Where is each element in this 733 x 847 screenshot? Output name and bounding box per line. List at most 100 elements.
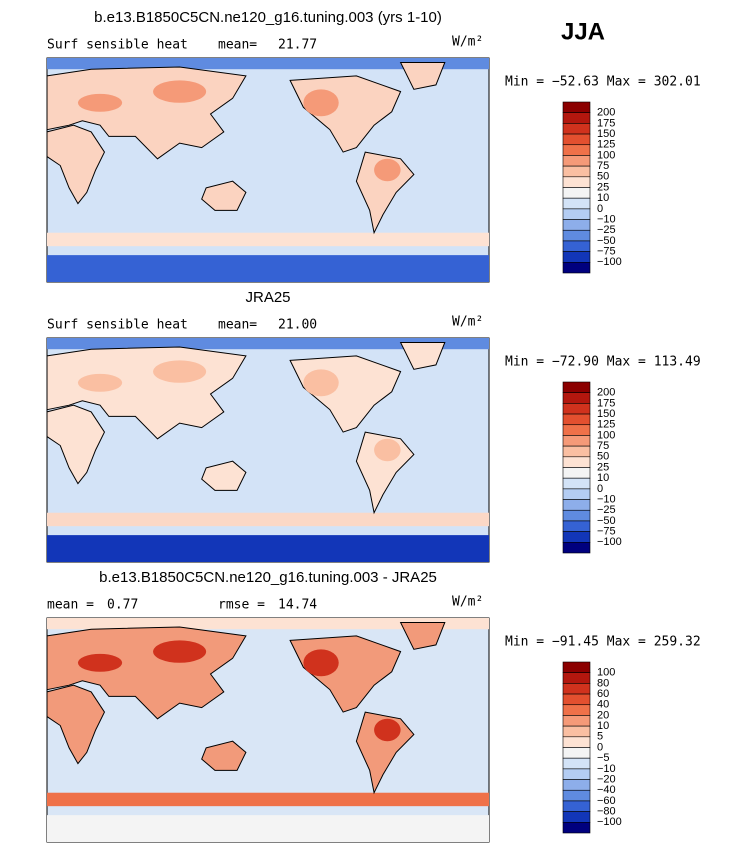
colorbar-label: −100 [597, 536, 622, 548]
map-antarctica [47, 815, 489, 842]
colorbar-label: 5 [597, 731, 603, 743]
map-hotspot [303, 369, 339, 397]
map-southern-band [47, 232, 489, 247]
colorbar-label: 0 [597, 741, 603, 753]
stat-label: mean = [47, 598, 94, 613]
colorbar-label: 50 [597, 451, 609, 463]
colorbar-box [562, 445, 591, 458]
colorbar-box [562, 381, 591, 393]
colorbar-box [562, 467, 591, 479]
colorbar-label: −50 [597, 515, 616, 527]
map-land [399, 341, 446, 370]
panel-title: b.e13.B1850C5CN.ne120_g16.tuning.003 - J… [99, 569, 437, 586]
colorbar-box [562, 112, 591, 124]
colorbar-box [562, 240, 591, 252]
colorbar-box [562, 262, 591, 274]
colorbar-label: 60 [597, 688, 609, 700]
stat-label: mean= [218, 38, 257, 53]
colorbar-box [562, 219, 591, 231]
stat-value: 0.77 [107, 598, 138, 613]
map-land [201, 460, 247, 491]
colorbar-box [562, 197, 591, 210]
stat-label: mean= [218, 318, 257, 333]
colorbar-label: 150 [597, 408, 615, 420]
map-southern-band [47, 792, 489, 807]
colorbar-label: 200 [597, 107, 615, 119]
map-antarctica [47, 255, 489, 282]
colorbar-label: −40 [597, 784, 616, 796]
colorbar-label: −25 [597, 224, 616, 236]
colorbar-label: −60 [597, 795, 616, 807]
map-hotspot [374, 718, 401, 742]
colorbar-box [562, 768, 591, 780]
map-hotspot [77, 373, 123, 392]
colorbar-label: 125 [597, 419, 615, 431]
map-hotspot [303, 89, 339, 117]
colorbar-label: 80 [597, 677, 609, 689]
colorbar-box [562, 672, 591, 684]
map-hotspot [153, 640, 207, 663]
colorbar-box [562, 693, 591, 706]
colorbar-box [562, 176, 591, 188]
colorbar-label: −10 [597, 763, 616, 775]
colorbar-box [562, 456, 591, 468]
min-max: Min = −52.63 Max = 302.01 [505, 75, 701, 90]
map-antarctica [47, 535, 489, 562]
colorbar-box [562, 800, 591, 812]
map-hotspot [153, 80, 207, 103]
colorbar-box [562, 736, 591, 748]
colorbar-box [562, 435, 591, 447]
colorbar-label: 100 [597, 429, 615, 441]
map-land [46, 124, 106, 205]
variable-name: Surf sensible heat [47, 318, 188, 333]
colorbar-label: 200 [597, 387, 615, 399]
colorbar-box [562, 789, 591, 802]
map [46, 337, 490, 563]
map-land [399, 61, 446, 90]
min-max: Min = −72.90 Max = 113.49 [505, 355, 701, 370]
map-hotspot [303, 649, 339, 677]
map-land [201, 180, 247, 211]
colorbar-label: −25 [597, 504, 616, 516]
colorbar-label: 20 [597, 709, 609, 721]
stat-value: 21.00 [278, 318, 317, 333]
colorbar-label: 75 [597, 160, 609, 172]
colorbar-box [562, 822, 591, 834]
colorbar-box [562, 477, 591, 490]
colorbar-label: 100 [597, 149, 615, 161]
colorbar-box [562, 531, 591, 543]
map-arctic [47, 618, 489, 630]
colorbar-box [562, 155, 591, 167]
units: W/m² [452, 315, 483, 330]
colorbar-box [562, 715, 591, 727]
colorbar-box [562, 208, 591, 220]
colorbar-box [562, 757, 591, 770]
colorbar-label: −80 [597, 806, 616, 818]
map-hotspot [77, 653, 123, 672]
colorbar-box [562, 424, 591, 436]
colorbar-box [562, 704, 591, 716]
colorbar-label: 175 [597, 117, 615, 129]
map-hotspot [153, 360, 207, 383]
colorbar-box [562, 413, 591, 426]
min-max: Min = −91.45 Max = 259.32 [505, 635, 701, 650]
panel-title: JRA25 [245, 289, 290, 306]
colorbar-label: −10 [597, 213, 616, 225]
colorbar-label: 50 [597, 171, 609, 183]
map-arctic [47, 338, 489, 350]
colorbar-box [562, 403, 591, 415]
colorbar-label: −75 [597, 246, 616, 258]
stat-label: rmse = [218, 598, 265, 613]
colorbar-label: 100 [597, 667, 615, 679]
colorbar-label: −20 [597, 773, 616, 785]
map-hotspot [77, 93, 123, 112]
map-land [399, 621, 446, 650]
colorbar-label: 25 [597, 181, 609, 193]
colorbar-box [562, 144, 591, 156]
colorbar-box [562, 251, 591, 263]
colorbar-box [562, 661, 591, 673]
colorbar-box [562, 101, 591, 113]
colorbar-box [562, 542, 591, 554]
colorbar-label: 0 [597, 483, 603, 495]
